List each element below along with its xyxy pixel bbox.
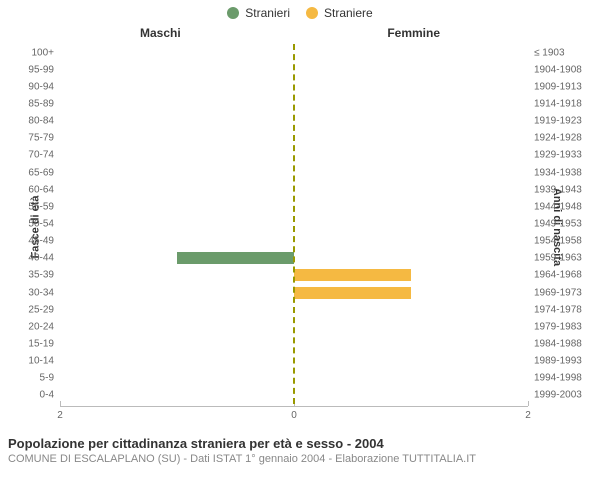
chart-legend: Stranieri Straniere (0, 0, 600, 22)
population-pyramid-chart: Fasce di età Anni di nascita Maschi Femm… (0, 22, 600, 432)
age-tick: 80-84 (0, 116, 54, 127)
age-tick: 50-54 (0, 218, 54, 229)
x-tick-mark (528, 401, 529, 406)
chart-caption: Popolazione per cittadinanza straniera p… (0, 432, 600, 467)
column-title-female: Femmine (387, 26, 440, 40)
age-tick: 20-24 (0, 321, 54, 332)
x-tick-label: 2 (57, 410, 63, 421)
birth-tick: 1979-1983 (534, 321, 598, 332)
legend-item-female: Straniere (306, 6, 373, 20)
x-tick-label: 0 (291, 410, 297, 421)
age-tick: 95-99 (0, 64, 54, 75)
age-tick: 40-44 (0, 253, 54, 264)
legend-label-female: Straniere (324, 6, 373, 20)
x-axis-baseline (60, 406, 528, 407)
age-tick: 100+ (0, 47, 54, 58)
age-tick: 45-49 (0, 236, 54, 247)
age-tick: 0-4 (0, 390, 54, 401)
bar-female (294, 269, 411, 281)
age-tick: 85-89 (0, 98, 54, 109)
age-tick: 75-79 (0, 133, 54, 144)
age-tick: 10-14 (0, 356, 54, 367)
legend-label-male: Stranieri (245, 6, 290, 20)
age-tick: 5-9 (0, 373, 54, 384)
age-tick: 65-69 (0, 167, 54, 178)
plot-area: 100+≤ 190395-991904-190890-941909-191385… (60, 44, 528, 404)
x-tick-label: 2 (525, 410, 531, 421)
birth-tick: ≤ 1903 (534, 47, 598, 58)
caption-subtitle: COMUNE DI ESCALAPLANO (SU) - Dati ISTAT … (8, 453, 592, 465)
birth-tick: 1989-1993 (534, 356, 598, 367)
birth-tick: 1994-1998 (534, 373, 598, 384)
birth-tick: 1949-1953 (534, 218, 598, 229)
birth-tick: 1964-1968 (534, 270, 598, 281)
age-tick: 55-59 (0, 201, 54, 212)
x-axis: 2 0 2 (60, 406, 528, 424)
age-tick: 70-74 (0, 150, 54, 161)
birth-tick: 1984-1988 (534, 338, 598, 349)
birth-tick: 1959-1963 (534, 253, 598, 264)
birth-tick: 1969-1973 (534, 287, 598, 298)
age-tick: 25-29 (0, 304, 54, 315)
birth-tick: 1909-1913 (534, 81, 598, 92)
birth-tick: 1929-1933 (534, 150, 598, 161)
legend-swatch-male (227, 7, 239, 19)
birth-tick: 1999-2003 (534, 390, 598, 401)
caption-title: Popolazione per cittadinanza straniera p… (8, 436, 592, 451)
birth-tick: 1934-1938 (534, 167, 598, 178)
age-tick: 30-34 (0, 287, 54, 298)
age-tick: 90-94 (0, 81, 54, 92)
birth-tick: 1904-1908 (534, 64, 598, 75)
bar-female (294, 287, 411, 299)
birth-tick: 1919-1923 (534, 116, 598, 127)
birth-tick: 1974-1978 (534, 304, 598, 315)
x-tick-mark (60, 401, 61, 406)
legend-swatch-female (306, 7, 318, 19)
birth-tick: 1944-1948 (534, 201, 598, 212)
center-divider (293, 44, 295, 404)
legend-item-male: Stranieri (227, 6, 290, 20)
bar-male (177, 252, 294, 264)
age-tick: 35-39 (0, 270, 54, 281)
birth-tick: 1914-1918 (534, 98, 598, 109)
age-tick: 60-64 (0, 184, 54, 195)
birth-tick: 1954-1958 (534, 236, 598, 247)
birth-tick: 1924-1928 (534, 133, 598, 144)
age-tick: 15-19 (0, 338, 54, 349)
birth-tick: 1939-1943 (534, 184, 598, 195)
column-title-male: Maschi (140, 26, 181, 40)
